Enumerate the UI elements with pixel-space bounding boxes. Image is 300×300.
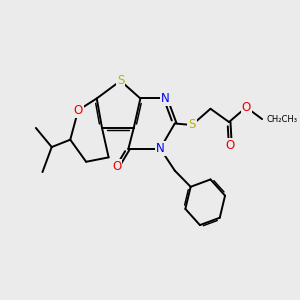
Text: O: O: [242, 101, 251, 114]
Text: S: S: [188, 118, 196, 131]
Text: O: O: [74, 104, 83, 117]
Text: O: O: [112, 160, 121, 173]
Text: CH₂CH₃: CH₂CH₃: [266, 115, 297, 124]
Text: N: N: [156, 142, 165, 155]
Text: S: S: [117, 74, 124, 87]
Text: O: O: [226, 139, 235, 152]
Text: N: N: [161, 92, 170, 105]
